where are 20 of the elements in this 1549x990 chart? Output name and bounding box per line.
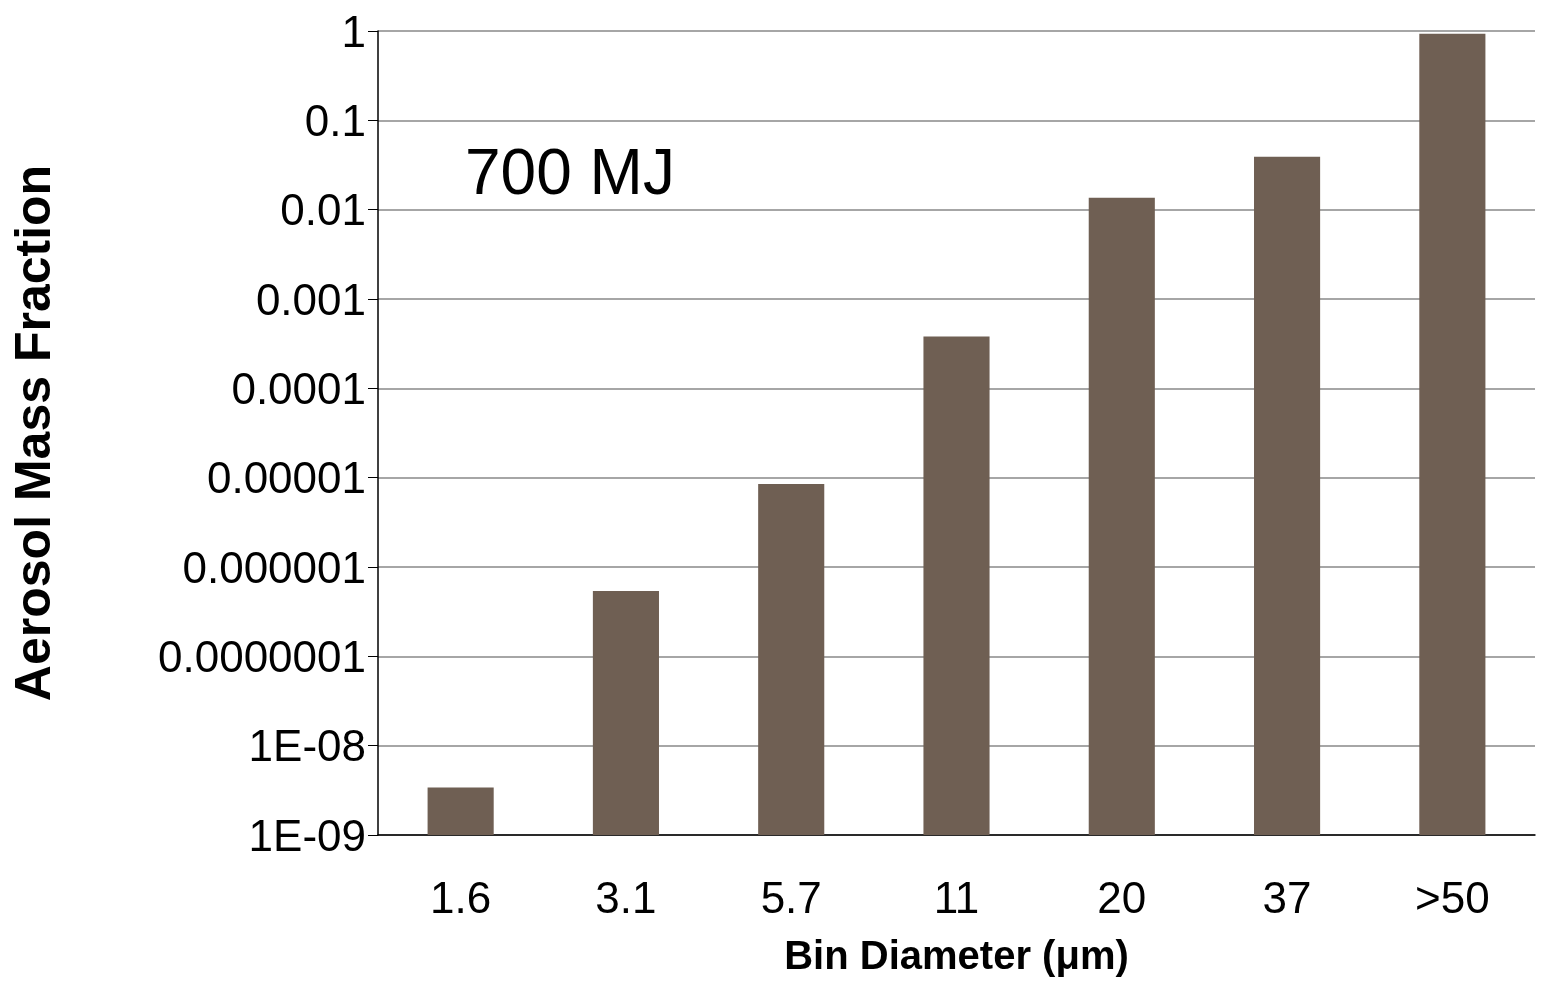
y-tick-label: 0.1 [304, 95, 366, 145]
y-tick-label: 0.0000001 [158, 631, 366, 681]
y-tick-label: 0.001 [255, 274, 366, 324]
annotation: 700 MJ [465, 136, 675, 208]
y-tick-label: 0.01 [280, 185, 366, 235]
x-tick-label: 3.1 [595, 872, 657, 922]
x-tick-label: 1.6 [430, 872, 492, 922]
x-axis-title: Bin Diameter (μm) [784, 933, 1129, 977]
y-tick-label: 0.000001 [182, 542, 366, 592]
y-tick-label: 1E-09 [248, 810, 366, 860]
y-tick-label: 1E-08 [248, 721, 366, 771]
x-tick-label: 20 [1097, 872, 1147, 922]
x-tick-label: 37 [1262, 872, 1312, 922]
y-tick-label: 0.0001 [231, 363, 366, 413]
x-tick-label: 11 [933, 872, 980, 922]
x-tick-label: >50 [1415, 872, 1490, 922]
y-tick-label: 0.00001 [206, 453, 366, 503]
x-tick-label: 5.7 [760, 872, 822, 922]
y-axis-title: Aerosol Mass Fraction [5, 164, 61, 702]
y-tick-label: 1 [341, 6, 366, 56]
